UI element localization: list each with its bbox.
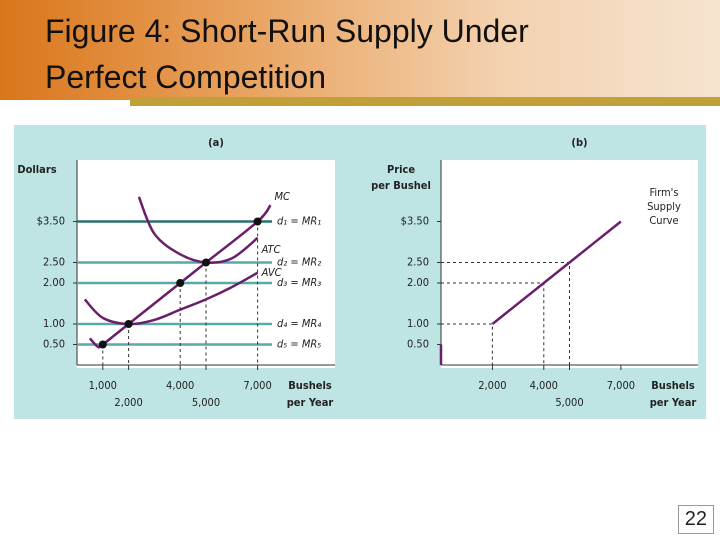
y-tick-label: $3.50 (401, 215, 429, 228)
marker (98, 340, 107, 349)
title-rule (130, 97, 720, 106)
x-tick-label: 7,000 (607, 379, 635, 392)
marker (202, 258, 210, 267)
x-axis-label: Bushels (651, 379, 695, 392)
y-tick-label: 0.50 (43, 338, 65, 351)
x-tick-label: 2,000 (478, 379, 506, 392)
marker (124, 320, 133, 328)
panel-title: (b) (571, 136, 587, 149)
annotation: Curve (649, 214, 678, 227)
curve (491, 220, 622, 325)
x-axis-label: Bushels (288, 379, 332, 392)
curve-label: MC (275, 190, 291, 203)
panel-title: (a) (208, 136, 224, 149)
x-axis-label: per Year (287, 396, 334, 409)
annotation: Firm's (649, 186, 678, 199)
y-tick-label: 2.50 (407, 256, 429, 269)
y-tick-label: 1.00 (407, 317, 429, 330)
y-axis-label: Price (387, 163, 415, 176)
y-axis-label: per Bushel (371, 179, 431, 192)
x-axis-label: per Year (650, 396, 697, 409)
y-tick-label: 2.00 (43, 276, 65, 289)
demand-label: d₃ = MR₃ (277, 276, 321, 289)
guide-line (441, 323, 493, 365)
x-tick-label: 4,000 (530, 379, 558, 392)
curve (137, 196, 259, 264)
slide-title: Figure 4: Short-Run Supply Under Perfect… (45, 8, 529, 100)
annotation: Supply (647, 200, 681, 213)
curve (88, 204, 272, 349)
marker (253, 217, 262, 226)
demand-label: d₁ = MR₁ (277, 215, 321, 228)
curve (83, 271, 259, 326)
y-tick-label: 0.50 (407, 338, 429, 351)
title-band (0, 0, 720, 100)
demand-label: d₂ = MR₂ (277, 256, 321, 269)
curve-label: ATC (261, 243, 281, 256)
x-tick-label: 4,000 (166, 379, 194, 392)
y-tick-label: $3.50 (37, 215, 65, 228)
y-axis-label: Dollars (17, 163, 56, 176)
demand-label: d₅ = MR₅ (277, 338, 321, 351)
title-line: Figure 4: Short-Run Supply Under (45, 13, 529, 49)
y-tick-label: 2.50 (43, 256, 65, 269)
x-tick-label: 5,000 (555, 396, 583, 409)
y-tick-label: 2.00 (407, 276, 429, 289)
x-tick-label: 7,000 (243, 379, 271, 392)
y-tick-label: 1.00 (43, 317, 65, 330)
x-tick-label: 5,000 (192, 396, 220, 409)
title-line: Perfect Competition (45, 59, 327, 95)
x-tick-label: 1,000 (89, 379, 117, 392)
page-number: 22 (677, 505, 714, 534)
x-tick-label: 2,000 (114, 396, 142, 409)
curve-label: AVC (261, 266, 282, 279)
demand-label: d₄ = MR₄ (277, 317, 321, 330)
marker (176, 279, 185, 287)
